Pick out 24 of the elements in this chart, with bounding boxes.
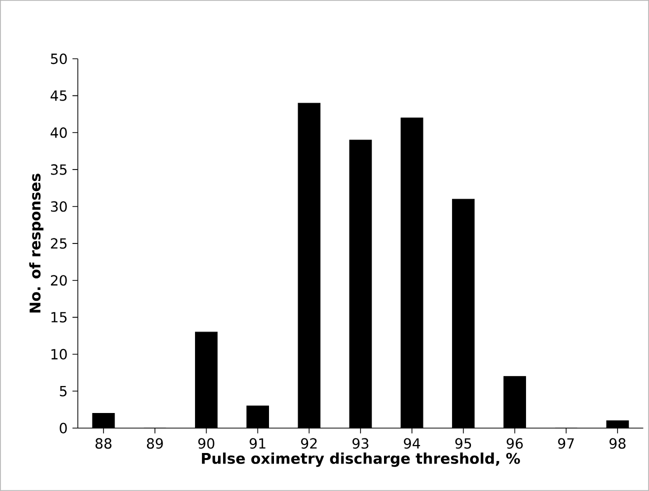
y-tick-label: 50 — [51, 54, 67, 64]
x-tick-label: 98 — [610, 438, 626, 449]
y-tick-label: 25 — [50, 238, 67, 249]
y-tick-label: 20 — [50, 275, 67, 286]
y-tick-label: 30 — [50, 201, 67, 212]
y-tick-label: 40 — [50, 127, 67, 138]
x-tick-label: 92 — [301, 438, 317, 449]
x-tick-label: 94 — [404, 438, 420, 449]
x-tick-label: 95 — [455, 438, 472, 449]
y-tick-label: 45 — [50, 90, 67, 101]
y-axis-title: No. of responses — [29, 174, 44, 313]
y-tick-label: 0 — [60, 422, 67, 434]
x-tick-label: 96 — [506, 438, 523, 449]
x-tick-label: 89 — [146, 438, 163, 449]
y-tick-label: 15 — [51, 312, 67, 323]
x-tick-label: 97 — [558, 438, 574, 449]
x-tick-label: 93 — [352, 438, 368, 449]
x-tick-label: 90 — [198, 438, 214, 449]
y-tick-label: 35 — [50, 164, 67, 175]
x-tick-label: 91 — [250, 438, 266, 449]
y-tick-label: 5 — [60, 386, 67, 396]
x-axis-title: Pulse oximetry discharge threshold, % — [202, 452, 520, 467]
x-tick-label: 88 — [96, 438, 112, 449]
y-tick-label: 10 — [51, 348, 67, 360]
